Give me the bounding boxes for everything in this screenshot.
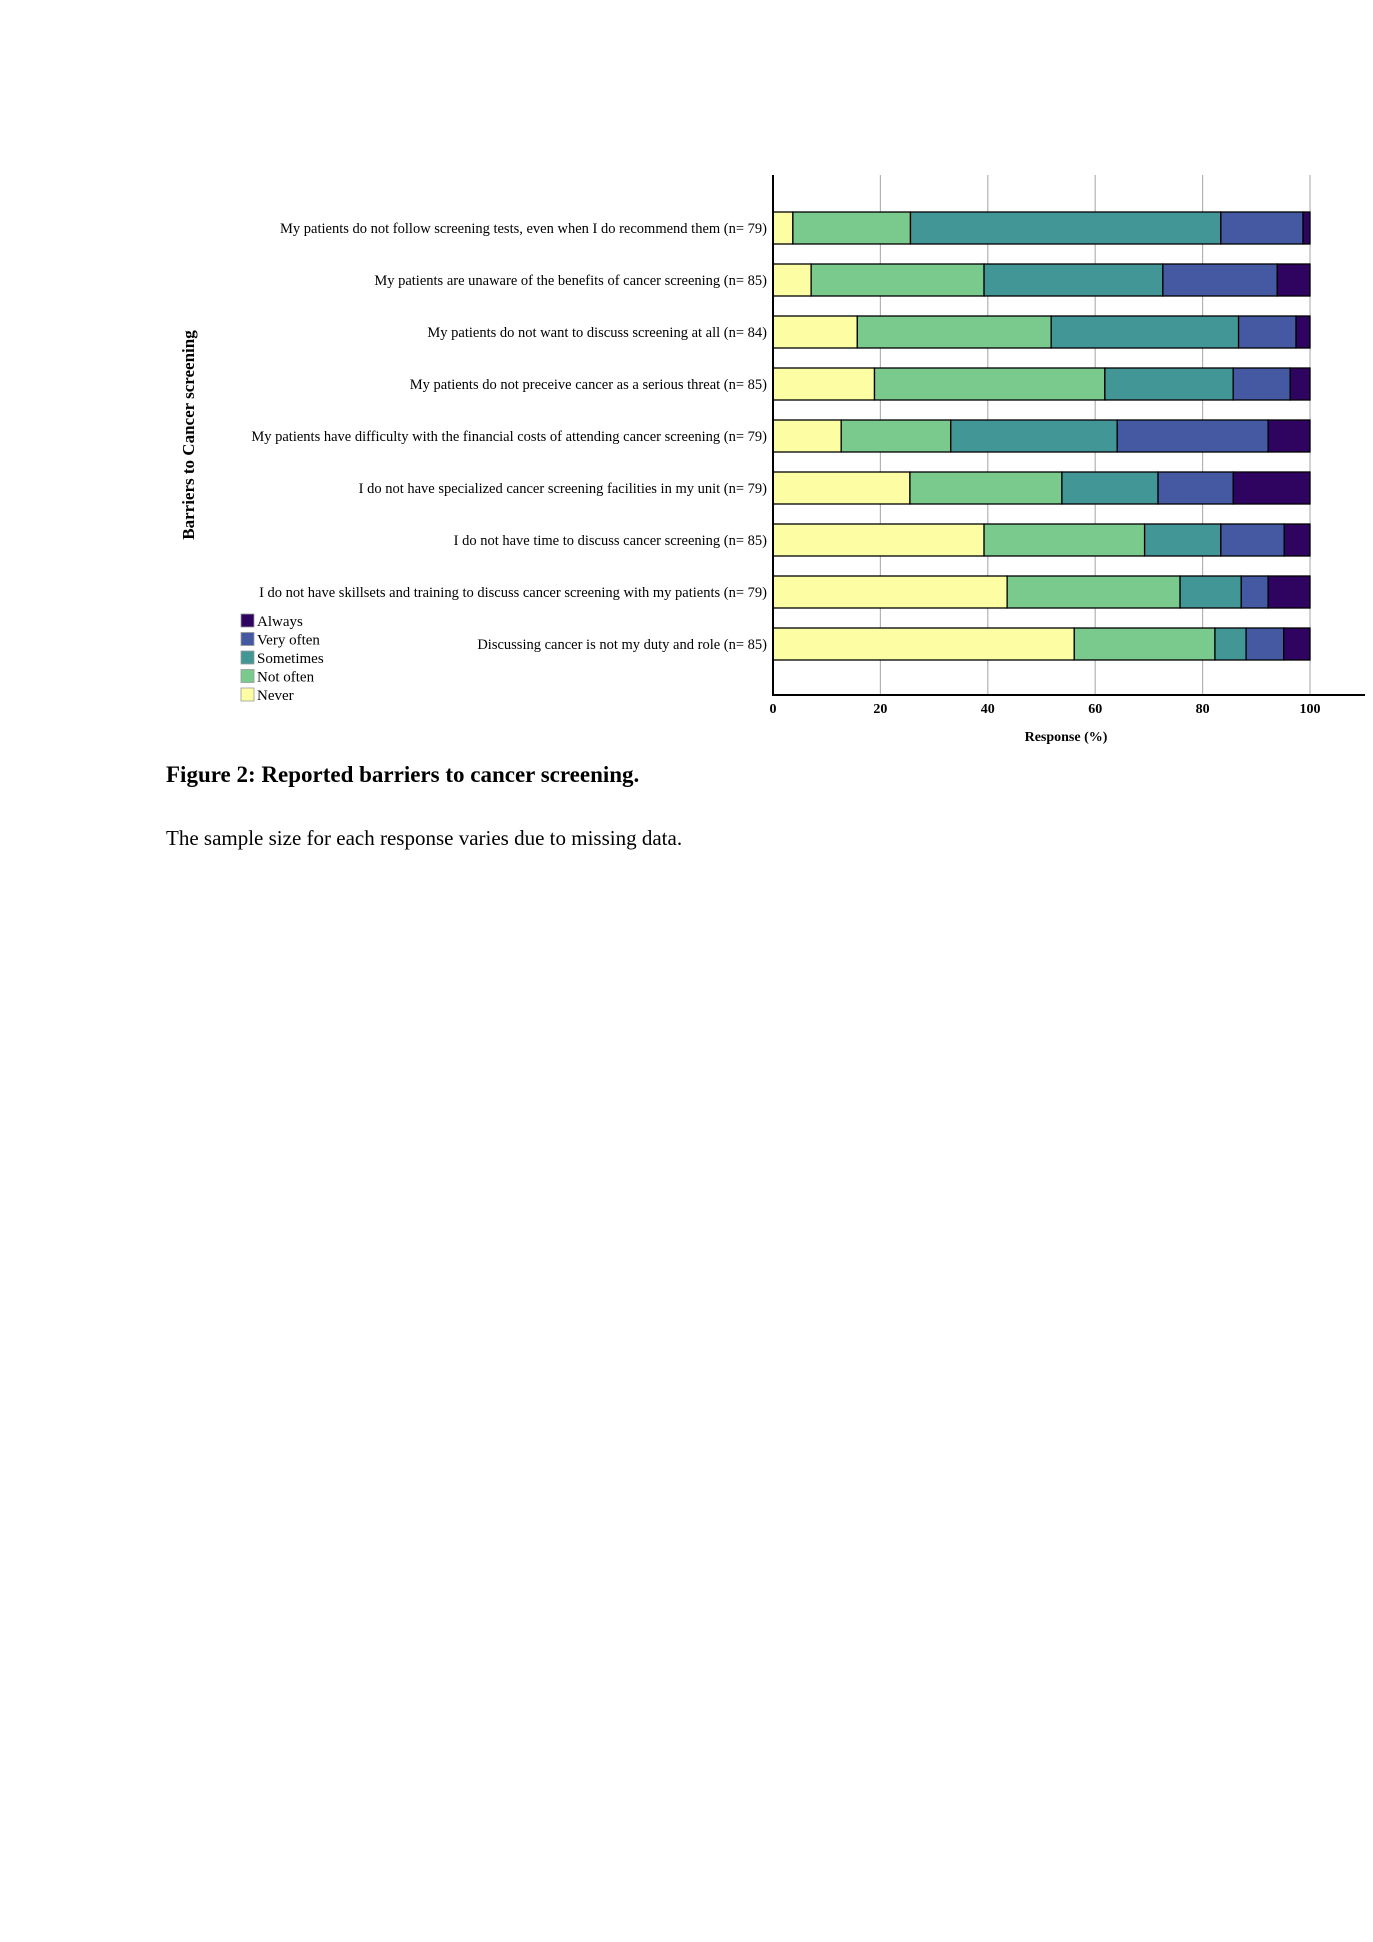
bar-segment-sometimes xyxy=(1214,627,1247,661)
bar-segment-not-often xyxy=(1006,575,1181,609)
bar-segment-always xyxy=(1283,523,1311,557)
bar-segment-sometimes xyxy=(1179,575,1242,609)
bar-segment-always xyxy=(1232,471,1311,505)
bar-segment-never xyxy=(772,627,1075,661)
bar-segment-never xyxy=(772,263,812,297)
bar-segment-very-often xyxy=(1220,211,1304,245)
legend-label: Not often xyxy=(257,670,315,686)
bar-segment-always xyxy=(1302,211,1311,245)
bar-segment-sometimes xyxy=(1104,367,1234,401)
category-label: My patients do not preceive cancer as a … xyxy=(410,377,767,393)
legend-label: Sometimes xyxy=(257,651,324,667)
bar-segment-sometimes xyxy=(983,263,1164,297)
bar-segment-never xyxy=(772,211,794,245)
bar-segment-very-often xyxy=(1162,263,1278,297)
bar-segment-not-often xyxy=(1073,627,1216,661)
bar-segment-never xyxy=(772,471,911,505)
legend-swatch xyxy=(240,669,255,683)
stacked-bar-chart: My patients do not follow screening test… xyxy=(179,175,1365,745)
legend-label: Always xyxy=(257,614,303,630)
category-label: I do not have skillsets and training to … xyxy=(259,585,767,601)
bar-segment-very-often xyxy=(1232,367,1291,401)
bar-segment-sometimes xyxy=(909,211,1222,245)
bar-segment-always xyxy=(1289,367,1311,401)
bar-segment-never xyxy=(772,367,876,401)
x-tick-labels: 0 20 40 60 80 100 xyxy=(770,702,1321,717)
bar-segment-sometimes xyxy=(950,419,1118,453)
bar-segment-always xyxy=(1276,263,1311,297)
category-labels: My patients do not follow screening test… xyxy=(251,221,767,653)
bar-segment-never xyxy=(772,575,1008,609)
bar-segment-not-often xyxy=(983,523,1146,557)
legend-label: Very often xyxy=(257,633,320,649)
legend-swatch xyxy=(240,632,255,646)
category-label: My patients do not want to discuss scree… xyxy=(427,325,767,341)
bar-segment-never xyxy=(772,523,985,557)
bar-segment-not-often xyxy=(840,419,952,453)
x-tick-label: 0 xyxy=(770,702,777,717)
legend-label: Never xyxy=(257,688,294,704)
x-tick-label: 80 xyxy=(1196,702,1210,717)
category-label: My patients do not follow screening test… xyxy=(280,221,767,237)
legend-swatch xyxy=(240,687,255,702)
y-axis-title: Barriers to Cancer screening xyxy=(179,330,198,540)
bar-segment-sometimes xyxy=(1061,471,1159,505)
bar-segment-sometimes xyxy=(1050,315,1240,349)
x-tick-label: 20 xyxy=(873,702,887,717)
bar-segment-very-often xyxy=(1237,315,1297,349)
bars xyxy=(772,211,1311,661)
x-tick-label: 40 xyxy=(981,702,995,717)
x-tick-label: 60 xyxy=(1088,702,1102,717)
bar-segment-always xyxy=(1267,419,1311,453)
category-label: My patients have difficulty with the fin… xyxy=(251,429,767,445)
category-label: I do not have time to discuss cancer scr… xyxy=(454,533,768,549)
bar-segment-very-often xyxy=(1220,523,1285,557)
bar-segment-always xyxy=(1295,315,1311,349)
legend: Always Very often Sometimes Not often Never xyxy=(240,613,324,704)
figure-caption-title: Figure 2: Reported barriers to cancer sc… xyxy=(166,762,640,787)
bar-segment-very-often xyxy=(1157,471,1234,505)
bar-segment-never xyxy=(772,419,842,453)
category-label: Discussing cancer is not my duty and rol… xyxy=(477,637,767,653)
bar-segment-not-often xyxy=(909,471,1063,505)
category-label: My patients are unaware of the benefits … xyxy=(374,273,767,289)
bar-segment-always xyxy=(1283,627,1311,661)
bar-segment-very-often xyxy=(1240,575,1269,609)
category-label: I do not have specialized cancer screeni… xyxy=(359,481,768,497)
bar-segment-not-often xyxy=(792,211,912,245)
bar-segment-never xyxy=(772,315,858,349)
figure-caption-note: The sample size for each response varies… xyxy=(166,826,683,850)
bar-segment-not-often xyxy=(873,367,1106,401)
axes xyxy=(772,175,1365,696)
bar-segment-not-often xyxy=(856,315,1052,349)
x-axis-title: Response (%) xyxy=(1025,730,1108,745)
bar-segment-always xyxy=(1267,575,1311,609)
bar-segment-very-often xyxy=(1116,419,1269,453)
bar-segment-not-often xyxy=(810,263,985,297)
bar-segment-very-often xyxy=(1245,627,1285,661)
legend-swatch xyxy=(240,650,255,665)
bar-segment-sometimes xyxy=(1143,523,1222,557)
x-tick-label: 100 xyxy=(1300,702,1321,717)
legend-swatch xyxy=(240,613,255,628)
